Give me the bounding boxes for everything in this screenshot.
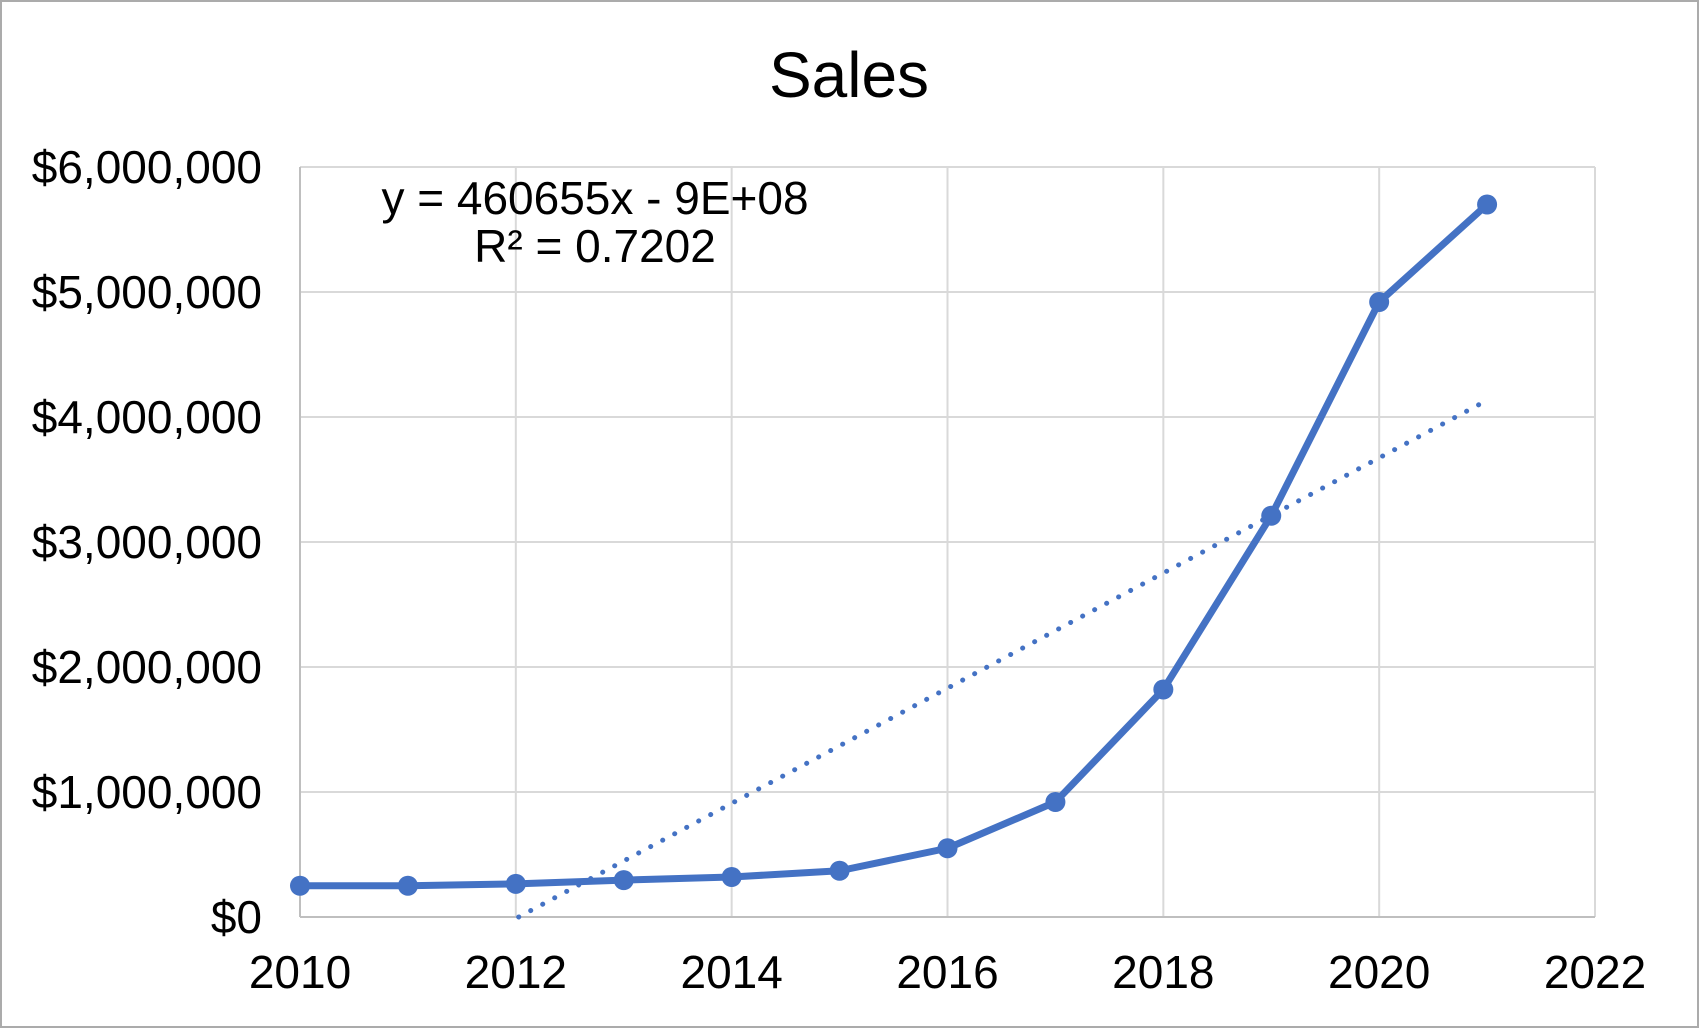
axis-lines — [299, 167, 1595, 918]
data-point-marker — [397, 875, 418, 896]
x-axis-labels: 2010 2012 2014 2016 2018 2020 2022 — [249, 946, 1646, 998]
data-point-marker — [613, 870, 634, 891]
data-point-marker — [721, 867, 742, 887]
data-point-marker — [829, 860, 850, 881]
data-point-marker — [1153, 679, 1174, 700]
y-tick-label: $5,000,000 — [32, 266, 262, 318]
data-point-marker — [1045, 792, 1066, 812]
x-tick-label: 2012 — [465, 946, 567, 998]
y-tick-label: $0 — [211, 891, 262, 943]
data-point-marker — [937, 838, 958, 859]
x-tick-label: 2018 — [1112, 946, 1214, 998]
x-tick-label: 2020 — [1328, 946, 1430, 998]
sales-series — [290, 194, 1498, 896]
x-tick-label: 2010 — [249, 946, 351, 998]
x-tick-label: 2016 — [896, 946, 998, 998]
y-tick-label: $3,000,000 — [32, 516, 262, 568]
sales-series-line — [296, 201, 1491, 890]
y-axis-labels: $0 $1,000,000 $2,000,000 $3,000,000 $4,000,0… — [32, 141, 262, 943]
y-tick-label: $6,000,000 — [32, 141, 262, 193]
y-tick-label: $2,000,000 — [32, 641, 262, 693]
y-tick-label: $4,000,000 — [32, 391, 262, 443]
data-point-marker — [1369, 292, 1390, 312]
trendline-r2-label: R² = 0.7202 — [474, 220, 716, 272]
x-tick-label: 2014 — [680, 946, 782, 998]
data-point-marker — [290, 875, 310, 896]
chart-title: Sales — [769, 39, 929, 111]
x-tick-label: 2022 — [1544, 946, 1646, 998]
data-point-marker — [1477, 194, 1498, 215]
y-tick-label: $1,000,000 — [32, 766, 262, 818]
data-point-marker — [505, 873, 526, 894]
trendline-equation-label: y = 460655x - 9E+08 — [381, 172, 808, 224]
data-point-marker — [1261, 505, 1282, 526]
